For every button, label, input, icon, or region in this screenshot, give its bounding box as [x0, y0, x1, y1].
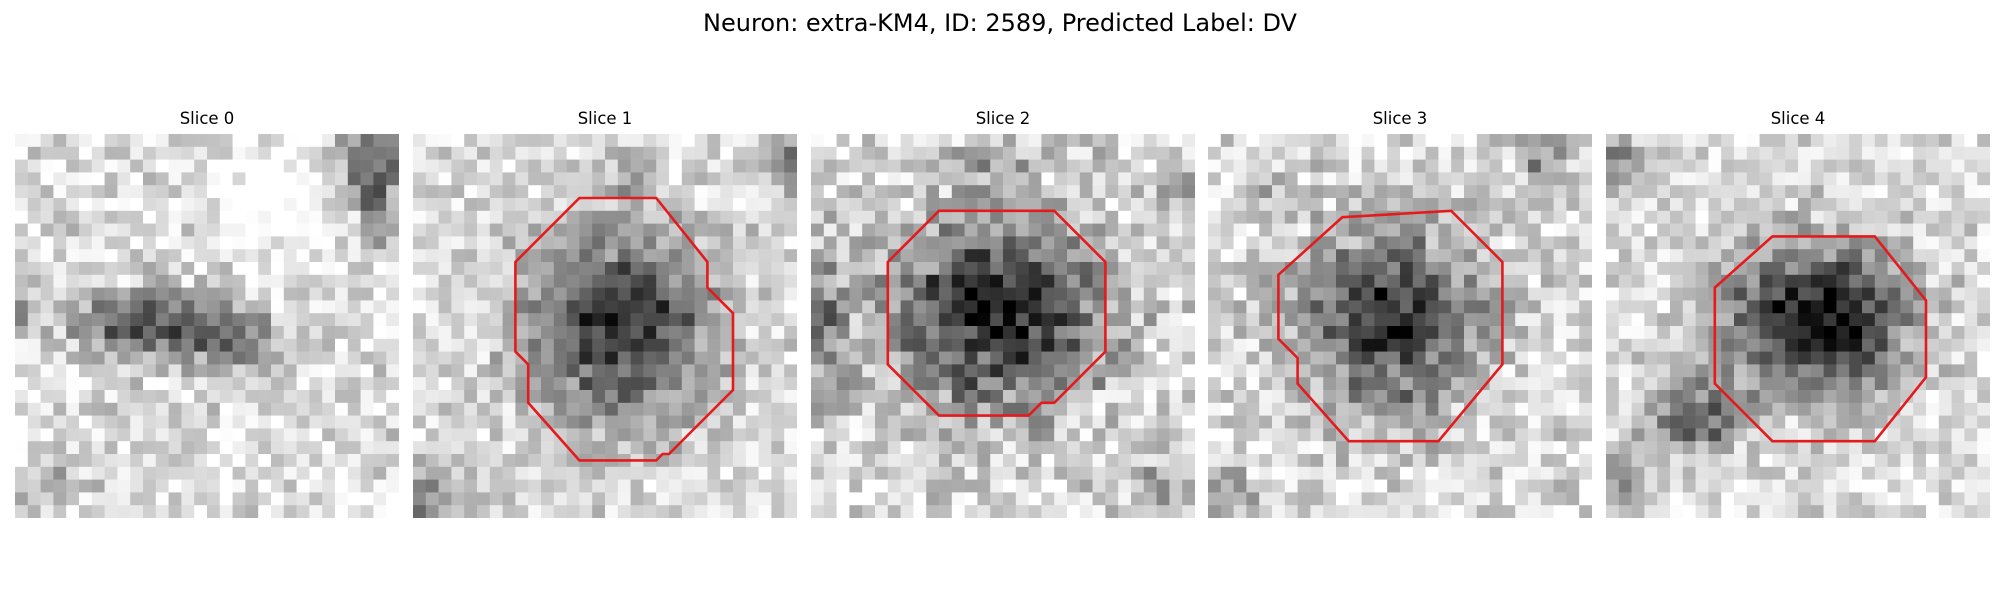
slice-2-title: Slice 2: [975, 109, 1031, 128]
slice-1-title: Slice 1: [577, 109, 633, 128]
slice-4-image: [1606, 134, 1990, 518]
roi-contour: [1713, 235, 1928, 443]
slice-3-image: [1208, 134, 1592, 518]
roi-contour: [886, 209, 1107, 417]
figure-title: Neuron: extra-KM4, ID: 2589, Predicted L…: [703, 9, 1297, 37]
roi-contour: [514, 196, 735, 462]
slice-4-title: Slice 4: [1770, 109, 1826, 128]
slice-3-title: Slice 3: [1372, 109, 1428, 128]
slice-1-image: [413, 134, 797, 518]
roi-contour: [1277, 209, 1504, 443]
slice-0-title: Slice 0: [179, 109, 235, 128]
slice-2-image: [811, 134, 1195, 518]
slice-0-image: [15, 134, 399, 518]
